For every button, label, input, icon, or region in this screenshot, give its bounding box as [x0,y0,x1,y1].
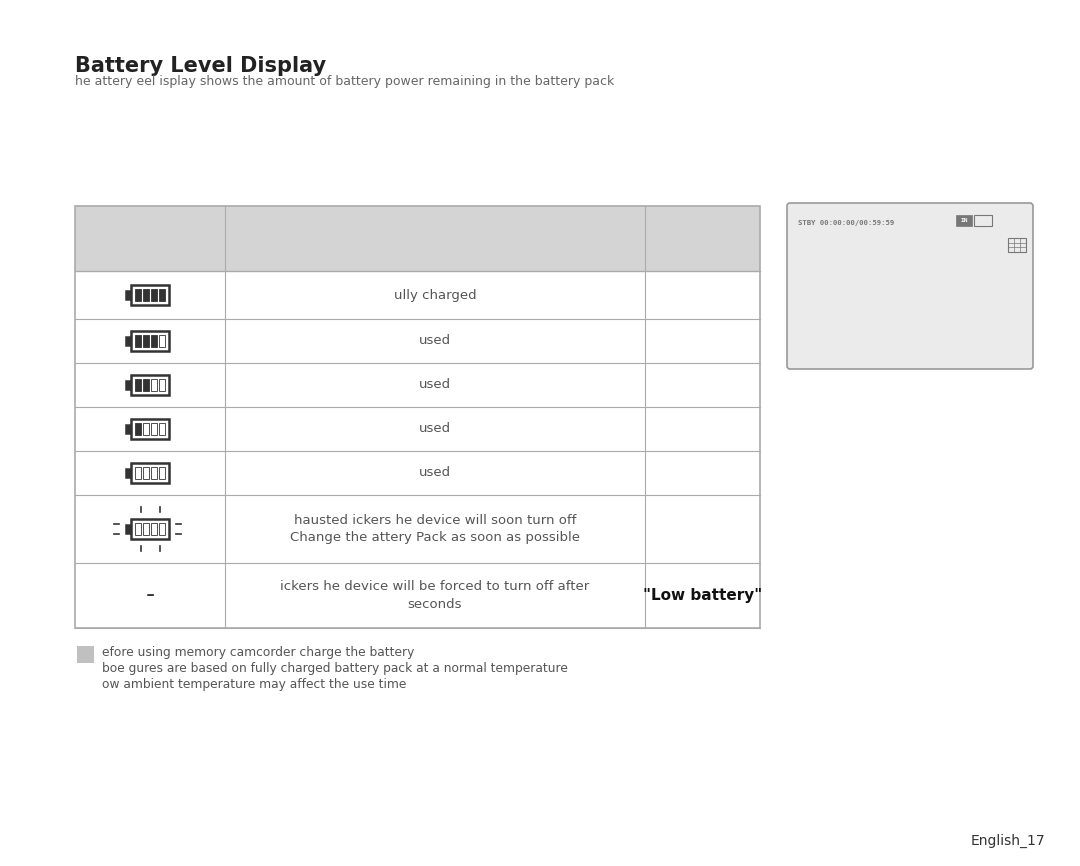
Bar [151,467,157,479]
Bar [126,469,131,477]
Bar [159,523,165,535]
Bar [974,215,993,226]
Bar [151,379,157,391]
Bar [143,335,149,347]
Bar [143,289,149,301]
Bar [159,423,165,435]
Bar [151,423,157,435]
Bar [131,463,168,483]
Text: English_17: English_17 [970,834,1045,848]
Bar [126,381,131,389]
Text: ickers he device will be forced to turn off after
seconds: ickers he device will be forced to turn … [281,580,590,611]
Bar [135,379,141,391]
Bar [131,285,168,305]
Text: -: - [146,584,154,608]
Bar [159,335,165,347]
Bar [159,289,165,301]
Bar [126,337,131,345]
Text: efore using memory camcorder charge the battery: efore using memory camcorder charge the … [102,646,415,659]
Bar [143,467,149,479]
Text: used: used [419,334,451,347]
Bar [131,375,168,395]
Bar [151,335,157,347]
Bar [131,419,168,439]
Bar [135,523,141,535]
Text: hausted ickers he device will soon turn off
Change the attery Pack as soon as po: hausted ickers he device will soon turn … [291,514,580,544]
Bar [151,523,157,535]
Bar [956,215,972,226]
Bar [126,291,131,299]
Bar [75,206,760,271]
Bar [151,289,157,301]
Text: "Low battery": "Low battery" [643,588,762,603]
Bar [75,206,760,628]
FancyBboxPatch shape [787,203,1032,369]
Bar [159,379,165,391]
Text: he attery eel isplay shows the amount of battery power remaining in the battery : he attery eel isplay shows the amount of… [75,75,615,88]
Bar [135,467,141,479]
Bar [143,379,149,391]
Text: ow ambient temperature may affect the use time: ow ambient temperature may affect the us… [102,678,406,691]
Bar [159,467,165,479]
Bar [126,525,131,533]
Bar [135,335,141,347]
Bar [131,519,168,539]
Text: boe gures are based on fully charged battery pack at a normal temperature: boe gures are based on fully charged bat… [102,662,568,675]
Bar [143,423,149,435]
Bar [135,423,141,435]
Bar [77,646,94,663]
Text: ully charged: ully charged [394,288,476,301]
Text: IN: IN [960,218,968,223]
Bar [143,523,149,535]
Bar [1008,238,1026,252]
Text: STBY 00:00:00/00:59:59: STBY 00:00:00/00:59:59 [798,220,894,226]
Text: used: used [419,467,451,480]
Text: Battery Level Display: Battery Level Display [75,56,326,76]
Text: used: used [419,423,451,436]
Bar [131,331,168,351]
Bar [135,289,141,301]
Bar [126,425,131,433]
Text: used: used [419,378,451,391]
